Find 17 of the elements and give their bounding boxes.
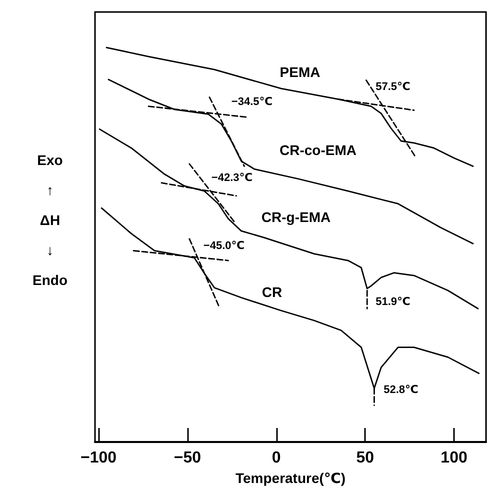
annotation: −34.5℃ [231,96,273,108]
series-label: CR-co-EMA [280,142,356,158]
series-label: CR-g-EMA [261,209,331,225]
x-tick-label: 100 [440,450,468,466]
annotation: −42.3℃ [211,172,253,184]
series-label: PEMA [280,64,320,80]
x-tick-label: −50 [174,450,202,466]
y-axis-title: Exo ↑ ΔH ↓ Endo [32,152,68,288]
annotation: 57.5℃ [376,81,410,93]
x-tick-label: 50 [356,450,374,466]
annotation: 52.8℃ [384,384,418,396]
series-label: CR [262,284,282,300]
x-tick-label: 0 [272,450,281,466]
annotation: 51.9℃ [376,296,410,308]
x-axis-title: Temperature(℃) [235,470,346,486]
x-tick-label: −100 [80,450,117,466]
annotation: −45.0℃ [203,240,245,252]
